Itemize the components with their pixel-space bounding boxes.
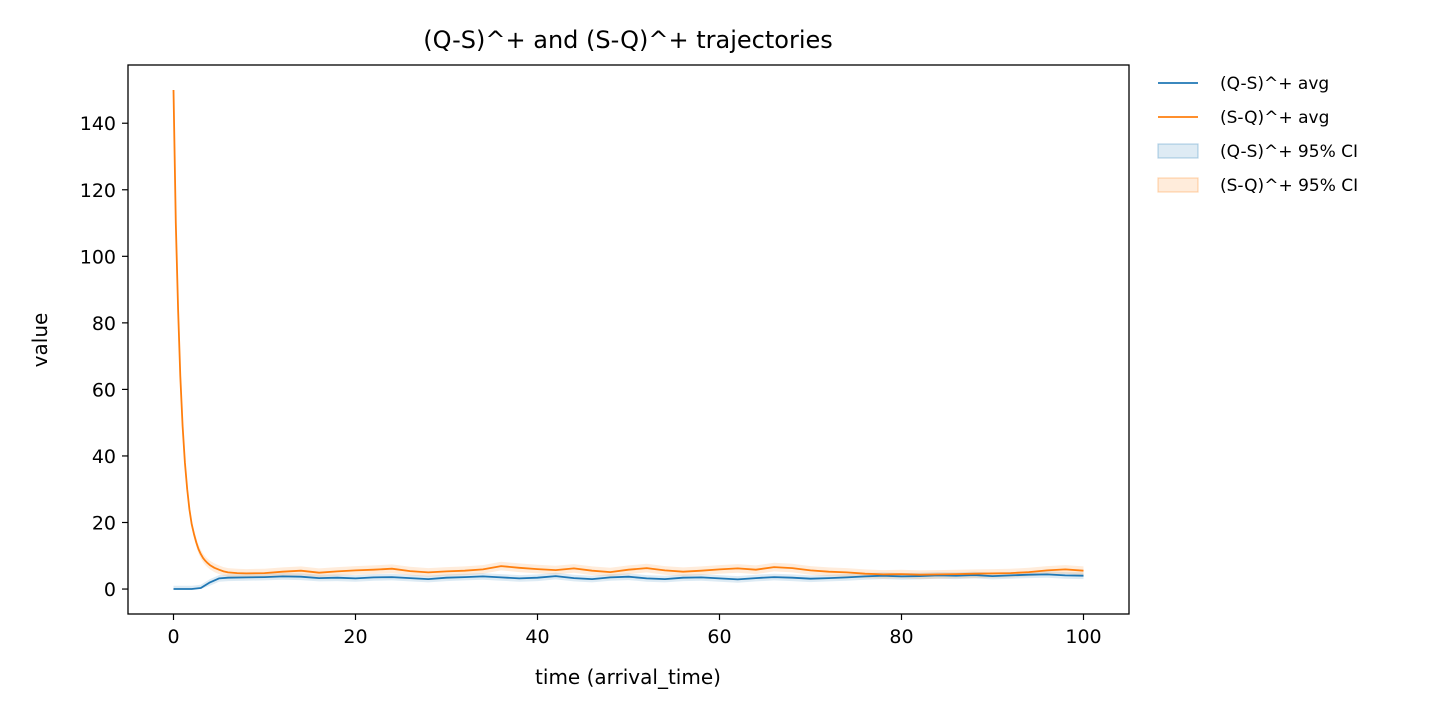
series-lines bbox=[172, 89, 1084, 590]
y-tick-label: 20 bbox=[92, 513, 116, 535]
x-tick-label: 20 bbox=[343, 626, 367, 648]
sq-avg-line bbox=[172, 89, 1084, 576]
legend-label: (S-Q)^+ 95% CI bbox=[1220, 176, 1358, 196]
y-axis: 0 20 40 60 80 100 120 140 bbox=[80, 113, 128, 601]
plot-frame bbox=[127, 64, 1130, 615]
x-tick-label: 40 bbox=[525, 626, 549, 648]
x-tick-label: 80 bbox=[889, 626, 913, 648]
y-tick-label: 60 bbox=[92, 379, 116, 401]
ci-bands bbox=[173, 85, 1084, 589]
y-tick-label: 120 bbox=[80, 180, 116, 202]
qs-avg-line bbox=[173, 573, 1084, 590]
legend-label: (Q-S)^+ avg bbox=[1220, 74, 1329, 94]
x-axis-label: time (arrival_time) bbox=[535, 665, 721, 689]
x-tick-label: 100 bbox=[1065, 626, 1101, 648]
legend-label: (Q-S)^+ 95% CI bbox=[1220, 142, 1358, 162]
legend-swatch-qs-band bbox=[1157, 143, 1199, 159]
y-tick-label: 0 bbox=[104, 579, 116, 601]
y-axis-label: value bbox=[28, 313, 52, 368]
chart-title: (Q-S)^+ and (S-Q)^+ trajectories bbox=[423, 26, 833, 54]
x-tick-label: 0 bbox=[167, 626, 179, 648]
y-tick-label: 40 bbox=[92, 446, 116, 468]
y-tick-label: 140 bbox=[80, 113, 116, 135]
x-axis: 0 20 40 60 80 100 bbox=[167, 614, 1102, 648]
qs-ci-band bbox=[173, 571, 1084, 589]
legend: (Q-S)^+ avg (S-Q)^+ avg (Q-S)^+ 95% CI (S-Q… bbox=[1157, 74, 1358, 196]
legend-swatch-sq-band bbox=[1157, 177, 1199, 193]
y-tick-label: 80 bbox=[92, 313, 116, 335]
y-tick-label: 100 bbox=[80, 246, 116, 268]
sq-ci-band bbox=[173, 85, 1084, 580]
legend-label: (S-Q)^+ avg bbox=[1220, 108, 1329, 128]
x-tick-label: 60 bbox=[707, 626, 731, 648]
